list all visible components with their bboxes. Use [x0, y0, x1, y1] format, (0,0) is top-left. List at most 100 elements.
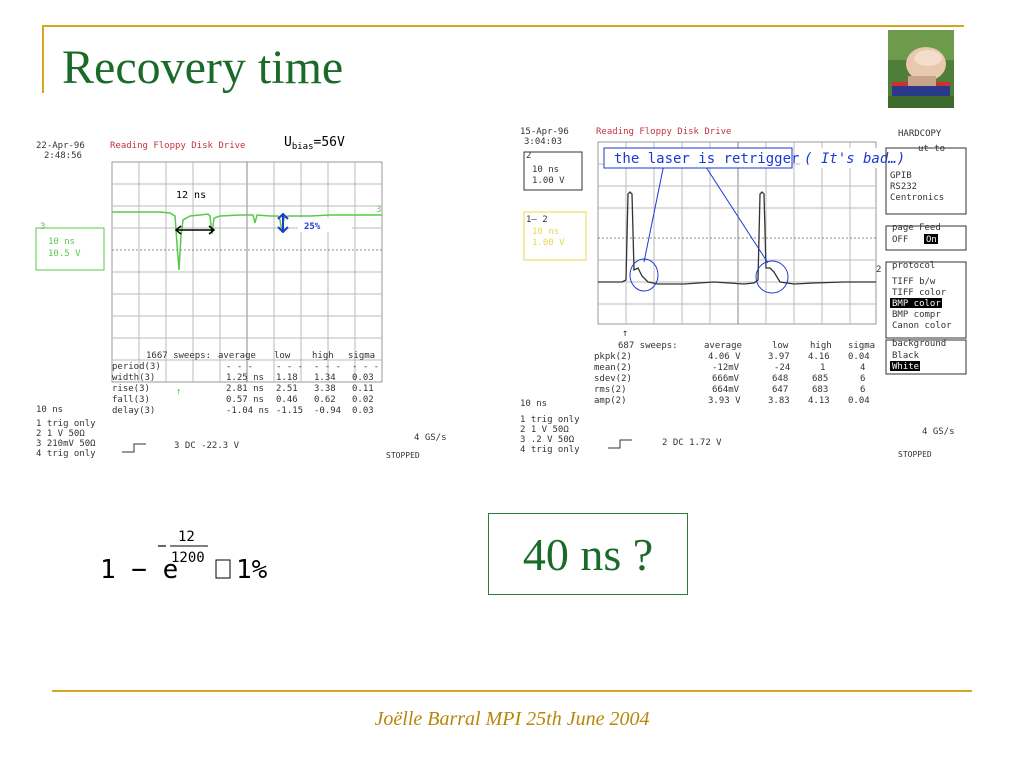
retrigger-annotation: the laser is retriggered	[614, 151, 816, 167]
svg-text:average: average	[218, 351, 256, 361]
svg-text:sdev(2): sdev(2)	[594, 374, 632, 384]
slide-title: Recovery time	[62, 41, 344, 94]
svg-text:page Feed: page Feed	[892, 223, 941, 233]
svg-text:mean(2): mean(2)	[594, 363, 632, 373]
svg-text:average: average	[704, 341, 742, 351]
right-trigger-marker: ↑	[622, 328, 628, 339]
right-trace-marker: 2	[876, 265, 881, 275]
svg-text:amp(2): amp(2)	[594, 396, 627, 406]
person-photo-image	[888, 30, 954, 108]
svg-text:0.02: 0.02	[352, 395, 374, 405]
svg-text:high: high	[312, 351, 334, 361]
svg-text:2 1 V 50Ω: 2 1 V 50Ω	[520, 425, 569, 435]
svg-text:1.18: 1.18	[276, 373, 298, 383]
svg-text:0.04: 0.04	[848, 396, 870, 406]
svg-text:4.06 V: 4.06 V	[708, 352, 741, 362]
svg-text:0.62: 0.62	[314, 395, 336, 405]
left-oscilloscope-screenshot: 22-Apr-96 2:48:56 Reading Floppy Disk Dr…	[30, 124, 460, 480]
svg-text:rms(2): rms(2)	[594, 385, 627, 395]
right-coupling: 2 DC 1.72 V	[662, 438, 722, 448]
svg-text:Canon color: Canon color	[892, 321, 952, 331]
svg-text:low: low	[772, 341, 789, 351]
left-timebase: 10 ns	[36, 405, 63, 415]
svg-text:OFF: OFF	[892, 235, 908, 245]
svg-text:1 trig only: 1 trig only	[520, 415, 580, 425]
svg-text:- - -: - - -	[352, 362, 379, 372]
svg-text:4: 4	[860, 363, 865, 373]
right-scope-svg: 15-Apr-96 3:04:03 Reading Floppy Disk Dr…	[520, 127, 967, 459]
svg-text:width(3): width(3)	[112, 373, 155, 383]
right-box2-label: 1— 2	[526, 215, 548, 225]
svg-text:RS232: RS232	[890, 182, 917, 192]
right-stats-table: 687 sweeps: average low high sigma pkpk(…	[594, 341, 875, 406]
formula-svg: 1 − e 12 1200 1%	[100, 529, 268, 585]
svg-text:0.03: 0.03	[352, 373, 374, 383]
recovery-formula: 1 − e 12 1200 1%	[100, 528, 300, 590]
left-channel-box-line2: 10.5 V	[48, 249, 81, 259]
svg-text:3 210mV 50Ω: 3 210mV 50Ω	[36, 439, 96, 449]
svg-text:On: On	[926, 235, 937, 245]
svg-text:pkpk(2): pkpk(2)	[594, 352, 632, 362]
svg-text:0.57 ns: 0.57 ns	[226, 395, 264, 405]
left-scope-svg: 22-Apr-96 2:48:56 Reading Floppy Disk Dr…	[35, 135, 447, 460]
right-scope-date: 15-Apr-96	[520, 127, 569, 137]
svg-text:0.46: 0.46	[276, 395, 298, 405]
formula-lead: 1 − e	[100, 555, 178, 585]
formula-exp-numerator: 12	[178, 529, 195, 545]
ubias-label: Ubias=56V	[284, 135, 345, 152]
left-scope-grid	[111, 161, 383, 383]
left-channel-box-line1: 10 ns	[48, 237, 75, 247]
svg-text:protocol: protocol	[892, 261, 935, 271]
svg-text:- - -: - - -	[276, 362, 303, 372]
twenty-five-percent-label: 25%	[304, 222, 321, 232]
svg-text:White: White	[892, 362, 919, 372]
right-channel-list: 1 trig only 2 1 V 50Ω 3 .2 V 50Ω 4 trig …	[520, 415, 580, 455]
right-box2-line2: 1.00 V	[532, 238, 565, 248]
svg-text:- - -: - - -	[226, 362, 253, 372]
svg-text:-12mV: -12mV	[712, 363, 740, 373]
retrigger-circles	[629, 258, 789, 294]
svg-text:GPIB: GPIB	[890, 171, 912, 181]
svg-text:background: background	[892, 339, 946, 349]
svg-text:4.16: 4.16	[808, 352, 830, 362]
svg-text:6: 6	[860, 385, 865, 395]
svg-text:fall(3): fall(3)	[112, 395, 150, 405]
left-rate: 4 GS/s	[414, 433, 447, 443]
right-timebase: 10 ns	[520, 399, 547, 409]
right-oscilloscope-screenshot: 15-Apr-96 3:04:03 Reading Floppy Disk Dr…	[514, 120, 974, 470]
svg-text:sigma: sigma	[848, 341, 875, 351]
svg-text:1.25 ns: 1.25 ns	[226, 373, 264, 383]
svg-text:3.83: 3.83	[768, 396, 790, 406]
svg-text:-0.94: -0.94	[314, 406, 341, 416]
retrigger-annotation-box	[603, 147, 793, 169]
svg-text:685: 685	[812, 374, 828, 384]
answer-box: 40 ns ?	[488, 513, 688, 595]
svg-text:0.04: 0.04	[848, 352, 870, 362]
svg-text:BMP color: BMP color	[892, 299, 941, 309]
svg-text:1: 1	[820, 363, 825, 373]
svg-text:high: high	[810, 341, 832, 351]
left-trigger-marker: ↑	[176, 387, 181, 397]
svg-text:low: low	[274, 351, 291, 361]
svg-text:Centronics: Centronics	[890, 193, 944, 203]
svg-text:2.51: 2.51	[276, 384, 298, 394]
left-channel-list: 1 trig only 2 1 V 50Ω 3 210mV 50Ω 4 trig…	[36, 419, 96, 459]
svg-text:TIFF color: TIFF color	[892, 288, 947, 298]
svg-text:period(3): period(3)	[112, 362, 161, 372]
svg-text:683: 683	[812, 385, 828, 395]
left-channel-box	[35, 227, 105, 271]
left-coupling: 3 DC -22.3 V	[174, 441, 240, 451]
svg-text:6: 6	[860, 374, 865, 384]
svg-text:664mV: 664mV	[712, 385, 740, 395]
svg-text:647: 647	[772, 385, 788, 395]
svg-text:1.34: 1.34	[314, 373, 336, 383]
right-box1-line2: 1.00 V	[532, 176, 565, 186]
left-scope-date: 22-Apr-96	[36, 141, 85, 151]
formula-result: 1%	[236, 555, 268, 585]
left-rule	[42, 25, 44, 93]
right-scope-grid	[597, 141, 877, 325]
svg-text:- - -: - - -	[314, 362, 341, 372]
twenty-five-percent-arrow	[277, 212, 289, 234]
left-stats-table: 1667 sweeps: average low high sigma peri…	[112, 351, 379, 416]
svg-text:0.11: 0.11	[352, 384, 374, 394]
